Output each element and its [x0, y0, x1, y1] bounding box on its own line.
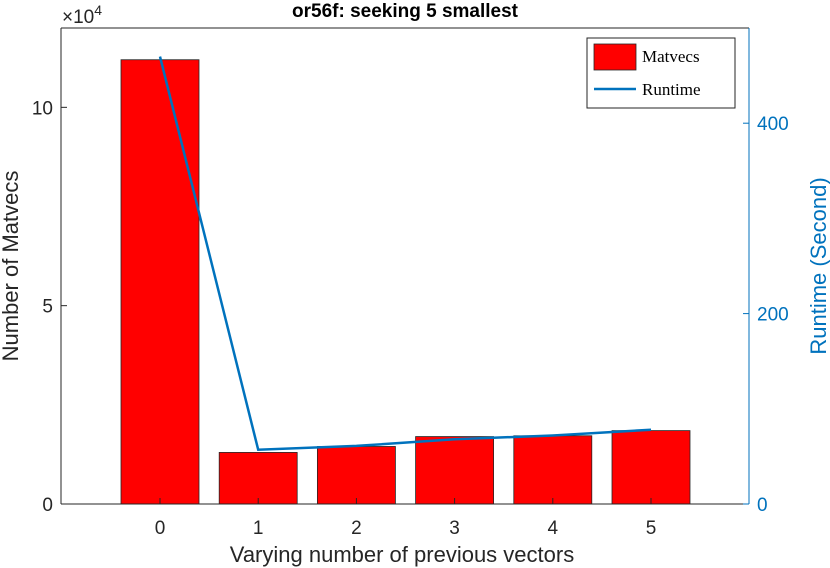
- y-exponent-label: ×104: [62, 2, 102, 28]
- x-axis: 0 1 2 3 4 5 Varying number of previous vector…: [61, 498, 749, 567]
- y-axis-left: 0 5 10 ×104 Number of Matvecs: [0, 2, 102, 516]
- y-exponent-power: 4: [94, 2, 102, 18]
- x-axis-label: Varying number of previous vectors: [230, 542, 574, 567]
- y-axis-right: 0 200 400 Runtime (Second): [743, 28, 830, 516]
- y-axis-right-label: Runtime (Second): [806, 177, 830, 354]
- bar-0: [120, 59, 200, 505]
- y-tick-label: 0: [42, 495, 53, 516]
- x-tick-label: 4: [548, 518, 559, 539]
- x-tick-label: 2: [351, 518, 362, 539]
- bar-1: [218, 452, 298, 505]
- x-tick-label: 3: [449, 518, 460, 539]
- bar-3: [415, 436, 495, 505]
- y2-tick-label: 200: [757, 305, 789, 326]
- legend-swatch-matvecs: [593, 43, 637, 71]
- y2-tick-label: 0: [757, 495, 768, 516]
- bar-4: [513, 435, 593, 505]
- bar-5: [611, 430, 691, 505]
- y-axis-left-label: Number of Matvecs: [0, 171, 23, 362]
- chart-title: or56f: seeking 5 smallest: [292, 1, 519, 22]
- legend: Matvecs Runtime: [586, 37, 736, 109]
- y2-tick-label: 400: [757, 114, 789, 135]
- bar-2: [316, 446, 396, 505]
- x-tick-label: 1: [253, 518, 264, 539]
- y-exponent-base: ×10: [62, 7, 94, 28]
- legend-label-matvecs: Matvecs: [642, 47, 700, 66]
- runtime-series-line: [158, 56, 652, 452]
- legend-label-runtime: Runtime: [642, 80, 701, 99]
- y2-tick-group: 0 200 400: [743, 114, 789, 516]
- x-tick-label: 5: [646, 518, 657, 539]
- bar-group: [120, 59, 691, 505]
- x-tick-label: 0: [155, 518, 166, 539]
- y-tick-label: 5: [42, 297, 53, 318]
- y-tick-label: 10: [32, 98, 53, 119]
- x-tick-group: 0 1 2 3 4 5: [155, 498, 657, 539]
- y-tick-group: 0 5 10: [32, 98, 67, 516]
